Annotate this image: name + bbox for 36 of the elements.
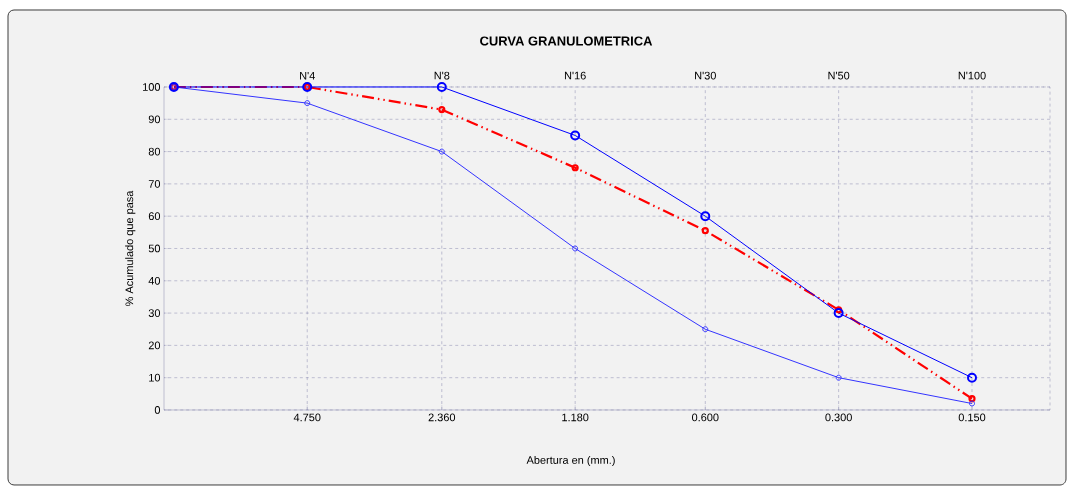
y-tick-label: 30 [148,309,161,317]
chart-title: CURVA GRANULOMETRICA [480,36,653,46]
text: N'16 [564,71,586,80]
text: N'8 [434,71,450,80]
y-tick-label: 0 [154,406,161,414]
y-tick-label: 10 [149,373,161,382]
x-tick-label: 2.360 [428,413,456,422]
y-tick-label: 60 [148,212,161,221]
point [835,374,842,381]
point [701,227,709,235]
x-tick-label: 4.750 [293,413,321,422]
y-tick-label: 40 [148,276,161,285]
y-tick-label: 20 [148,341,161,350]
point [304,100,311,107]
y-tick-label: 80 [148,147,161,156]
x-axis-title: Abertura en (mm.) [526,455,615,467]
text: N'50 [828,71,850,80]
point [438,105,446,114]
point [571,164,579,172]
y-tick-label: 50 [148,244,161,253]
y-axis-title: % Acumulado que pasa [125,190,136,306]
y-tick-label: 70 [148,180,161,188]
x-tick-label: 0.600 [692,413,719,422]
y-tick-label: 90 [148,115,161,124]
y-tick-label: 100 [143,83,161,91]
point [702,326,709,333]
point [438,148,445,155]
x-tick-label: 1.180 [562,413,589,422]
x-tick-label: 0.300 [825,413,852,422]
text: N'30 [695,71,716,80]
point [833,308,844,319]
x-tick-label: 0.150 [958,413,986,422]
point [700,211,711,222]
text: N'100 [958,71,986,80]
point [436,81,447,92]
text: N'4 [300,71,315,80]
